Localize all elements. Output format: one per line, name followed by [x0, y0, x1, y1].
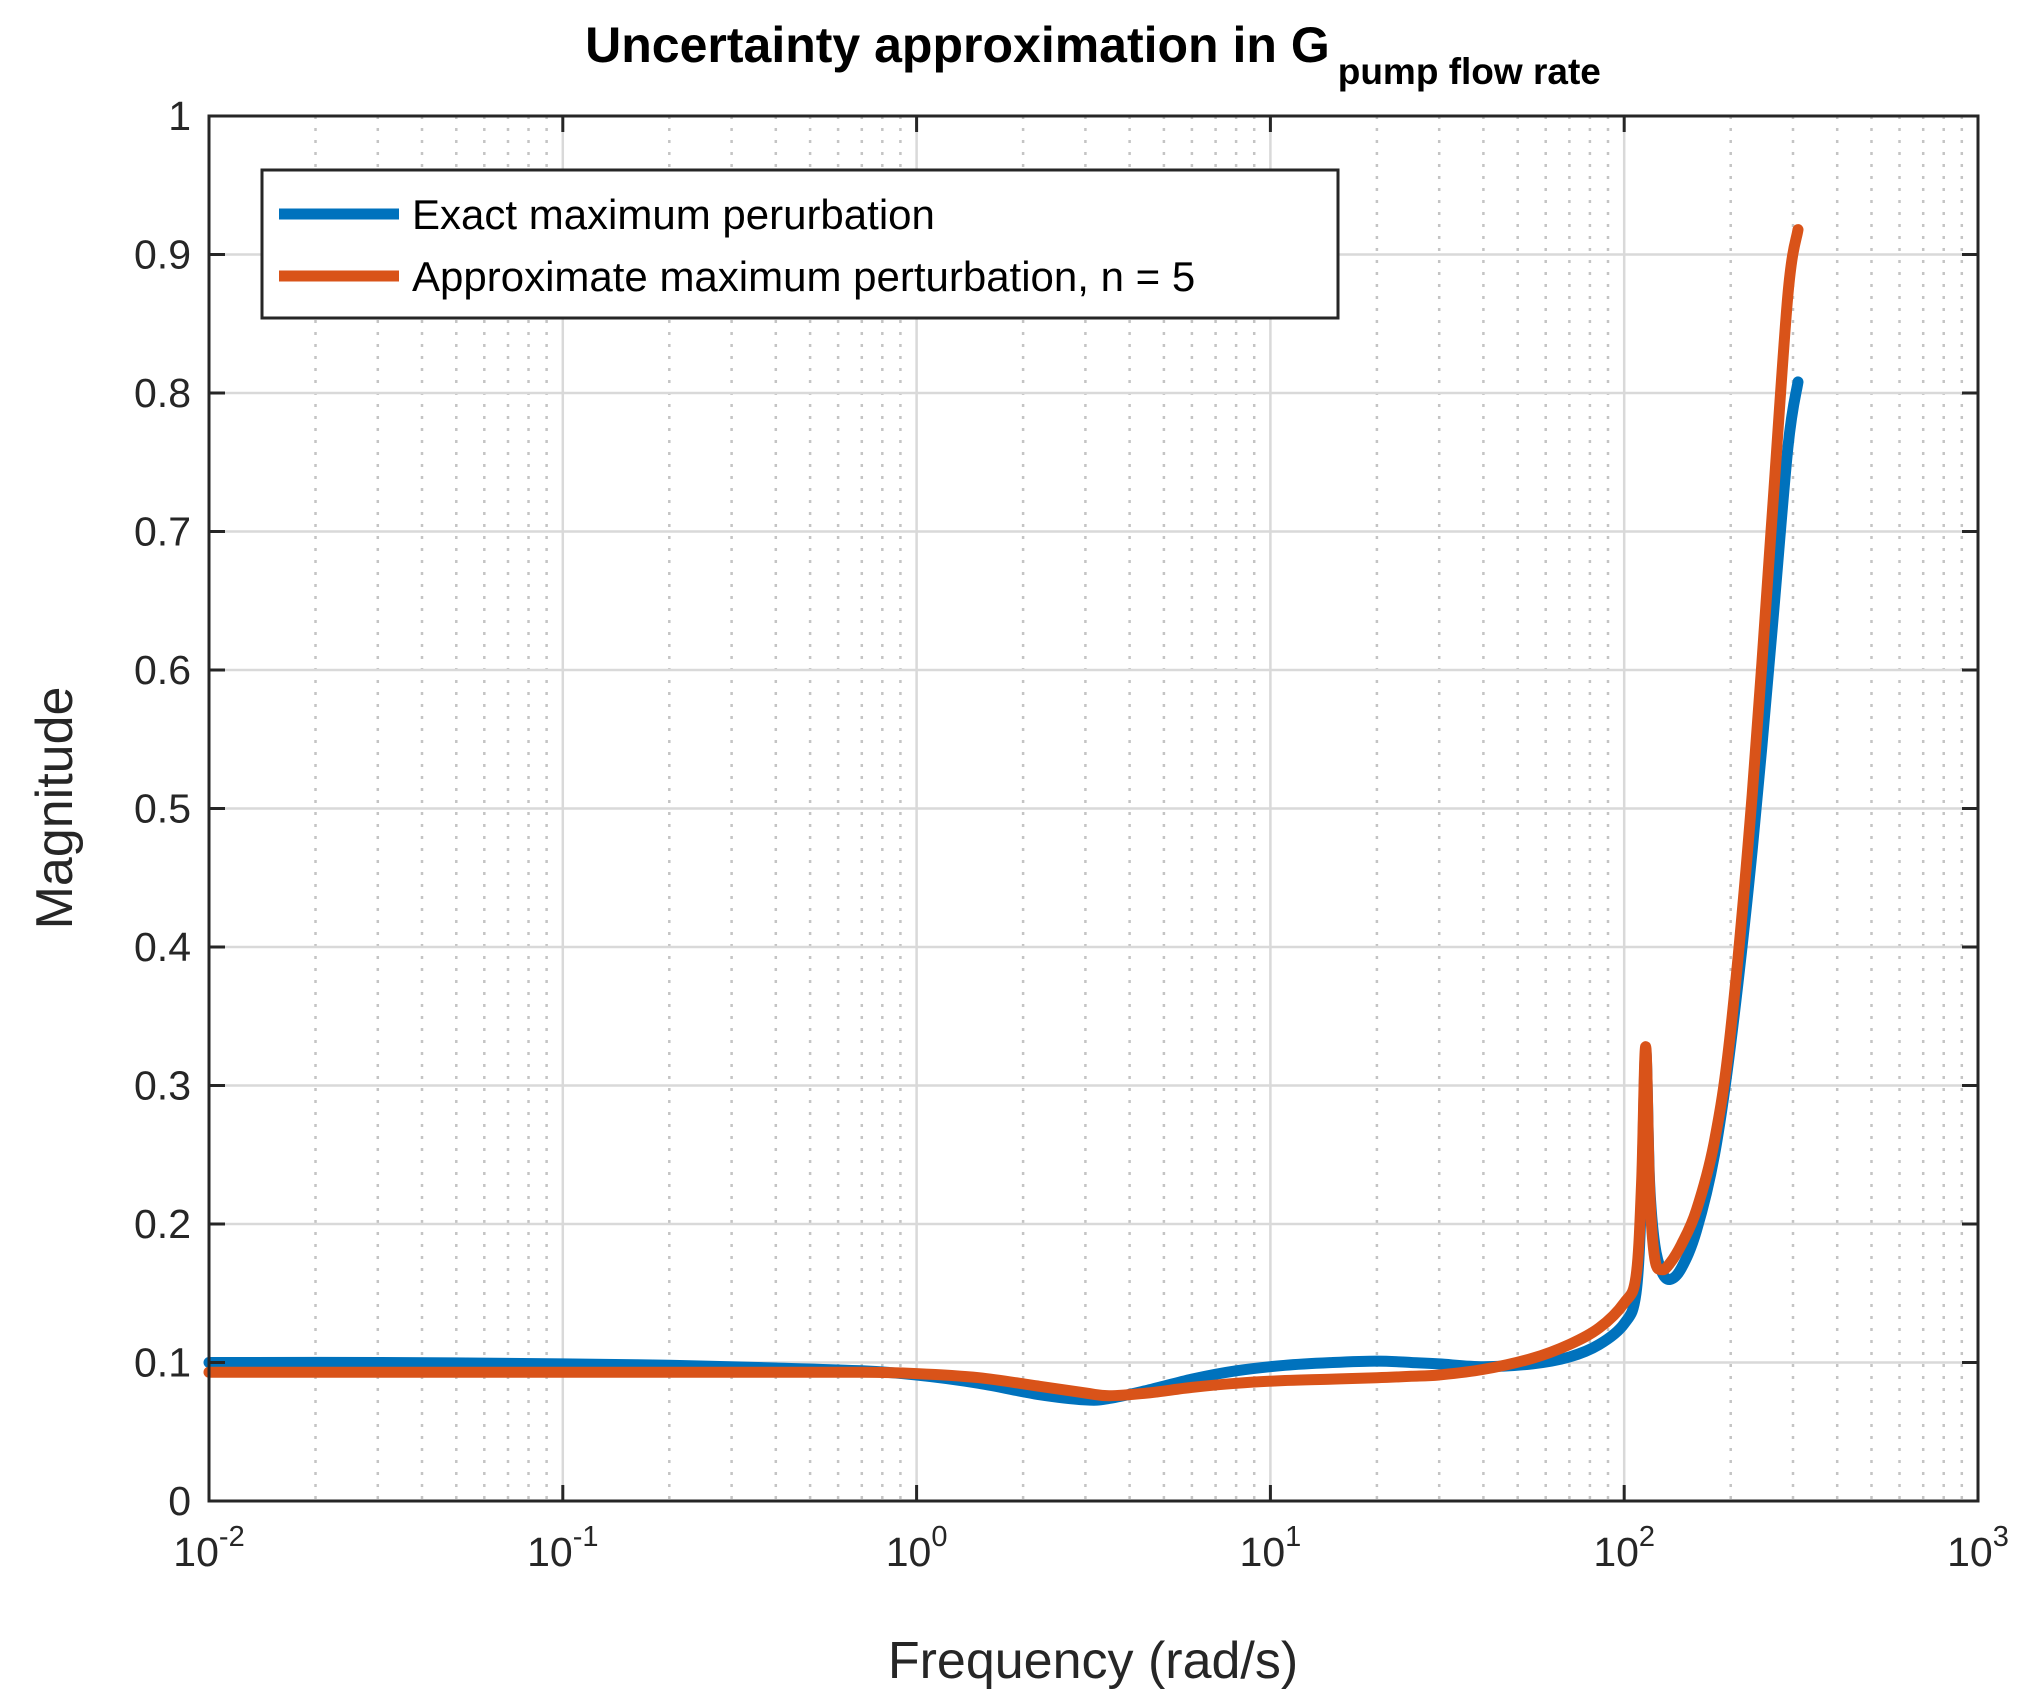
series-lines	[203, 224, 1804, 1406]
y-tick-label: 0.4	[134, 924, 191, 970]
axis-ticks: 10-2 10-1 100 101 102 103 0 0.1 0.2 0.3 0.4 0.5 0.6 0…	[134, 93, 2009, 1575]
x-tick-label: 103	[1947, 1521, 2009, 1575]
y-axis-label: Magnitude	[26, 687, 84, 930]
y-tick-label: 0.1	[134, 1340, 191, 1386]
y-tick-label: 0.2	[134, 1201, 191, 1247]
x-tick-label: 10-1	[527, 1521, 598, 1575]
legend: Exact maximum perurbation Approximate ma…	[260, 168, 1340, 320]
y-tick-label: 0.8	[134, 370, 191, 416]
y-tick-label: 1	[168, 93, 191, 139]
legend-label-approx: Approximate maximum perturbation, n = 5	[412, 253, 1195, 300]
y-tick-label: 0.3	[134, 1063, 191, 1109]
y-tick-label: 0.7	[134, 509, 191, 555]
x-tick-label: 100	[886, 1521, 948, 1575]
y-tick-label: 0.5	[134, 786, 191, 832]
y-tick-label: 0.6	[134, 647, 191, 693]
grid	[209, 116, 1978, 1501]
x-tick-label: 102	[1593, 1521, 1655, 1575]
x-tick-label: 101	[1240, 1521, 1302, 1575]
title-main: Uncertainty approximation in G	[585, 17, 1330, 73]
series-line-approximate	[203, 224, 1804, 1402]
y-tick-label: 0	[168, 1478, 191, 1524]
title-subscript: pump flow rate	[1338, 51, 1601, 92]
legend-box	[260, 168, 1340, 320]
legend-label-exact: Exact maximum perurbation	[412, 191, 935, 238]
x-tick-label: 10-2	[173, 1521, 244, 1575]
x-axis-label: Frequency (rad/s)	[888, 1632, 1298, 1690]
y-tick-label: 0.9	[134, 232, 191, 278]
